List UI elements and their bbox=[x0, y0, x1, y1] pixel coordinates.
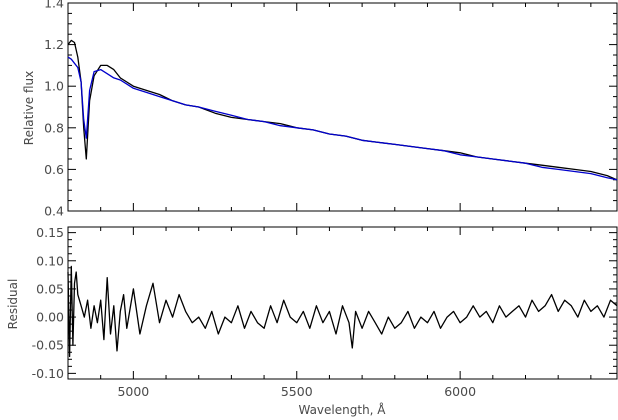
flux-series-line-1 bbox=[67, 56, 618, 181]
residual-y-tick-label: 0.05 bbox=[36, 281, 64, 296]
residual-panel: 5000 5500 6000 -0.10 -0.05 0.00 0.05 0.10 0.15 bbox=[32, 225, 618, 399]
x-tick-label: 5500 bbox=[281, 384, 313, 399]
flux-series-line-0 bbox=[67, 39, 618, 181]
flux-y-tick-label: 0.8 bbox=[44, 120, 64, 135]
flux-y-tick-label: 1.4 bbox=[44, 0, 64, 11]
residual-series-line-0 bbox=[67, 265, 618, 358]
flux-y-tick-label: 1.0 bbox=[44, 79, 64, 94]
flux-y-tick-label: 0.4 bbox=[44, 204, 64, 219]
flux-y-tick-label: 0.6 bbox=[44, 162, 64, 177]
residual-axis-title: Residual bbox=[6, 279, 20, 330]
residual-y-tick-label: -0.10 bbox=[32, 366, 64, 381]
residual-y-tick-label: 0.00 bbox=[36, 310, 64, 325]
flux-y-tick-label: 1.2 bbox=[44, 37, 64, 52]
x-tick-label: 6000 bbox=[444, 384, 476, 399]
residual-y-tick-label: 0.15 bbox=[36, 225, 64, 240]
residual-plot-frame bbox=[67, 226, 618, 380]
flux-panel: 0.4 0.6 0.8 1.0 1.2 1.4 bbox=[44, 0, 618, 219]
x-tick-label: 5000 bbox=[117, 384, 149, 399]
residual-y-tick-label: -0.05 bbox=[32, 338, 64, 353]
residual-y-tick-label: 0.10 bbox=[36, 253, 64, 268]
flux-plot-frame bbox=[67, 2, 618, 212]
wavelength-axis-title: Wavelength, Å bbox=[298, 402, 386, 417]
flux-axis-title: Relative flux bbox=[22, 71, 36, 145]
